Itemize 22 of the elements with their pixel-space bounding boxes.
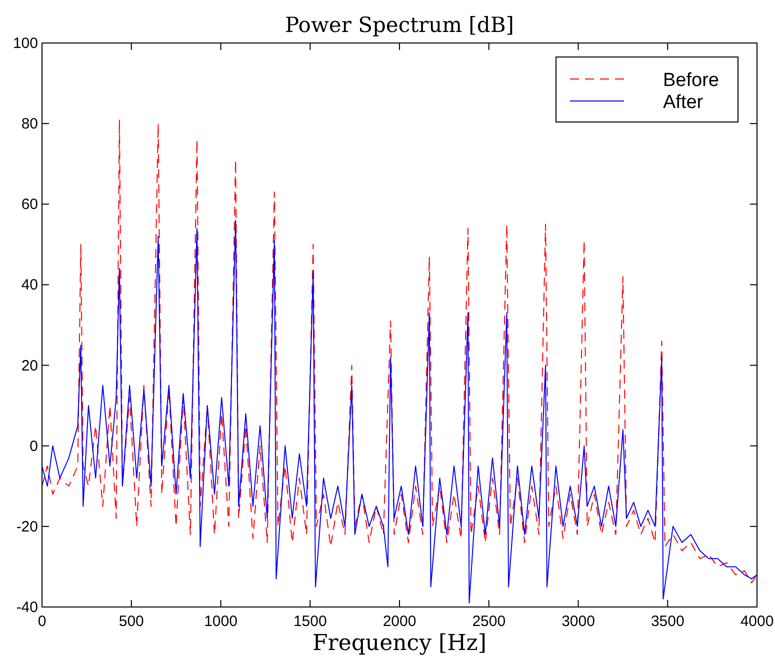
x-tick-label: 1500 (293, 613, 327, 630)
y-tick-label: 0 (30, 438, 38, 455)
chart-title: Power Spectrum [dB] (285, 13, 514, 37)
y-tick-label: 80 (21, 116, 38, 133)
y-tick-label: 60 (21, 196, 38, 214)
x-tick-label: 1000 (204, 613, 238, 630)
x-tick-label: 2000 (382, 613, 416, 630)
x-tick-label: 3500 (650, 613, 684, 630)
legend-label: Before (663, 70, 719, 91)
line-series (42, 119, 757, 584)
x-tick-label: 2500 (472, 613, 506, 630)
y-tick-label: -40 (16, 599, 38, 616)
x-tick-label: 3000 (562, 613, 595, 630)
legend-label: After (663, 92, 704, 113)
x-tick-label: 500 (118, 613, 144, 630)
y-tick-label: 40 (21, 276, 38, 294)
y-tick-label: 20 (21, 357, 38, 374)
line-series (42, 220, 757, 604)
y-tick-label: -20 (16, 518, 38, 536)
y-tick-label: 100 (12, 35, 38, 52)
x-axis-title: Frequency [Hz] (312, 631, 486, 656)
x-tick-label: 4000 (740, 613, 774, 630)
